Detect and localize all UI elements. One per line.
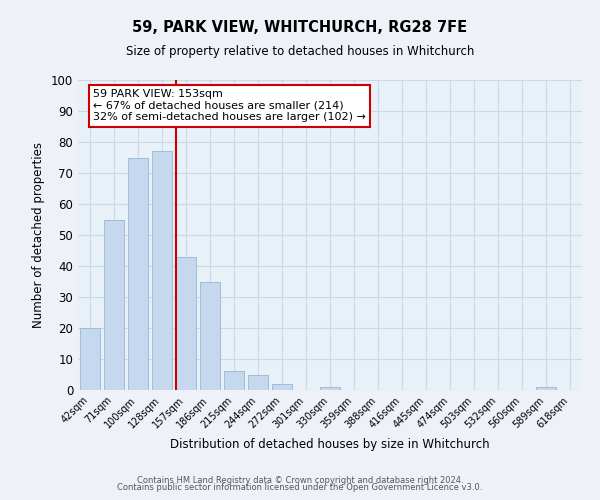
Bar [176, 256, 196, 390]
Bar [152, 152, 172, 390]
Text: Contains public sector information licensed under the Open Government Licence v3: Contains public sector information licen… [118, 484, 482, 492]
Bar [128, 158, 148, 390]
Text: Size of property relative to detached houses in Whitchurch: Size of property relative to detached ho… [126, 45, 474, 58]
Bar [536, 387, 556, 390]
Bar [80, 328, 100, 390]
Bar [200, 282, 220, 390]
Bar [224, 372, 244, 390]
Text: 59 PARK VIEW: 153sqm
← 67% of detached houses are smaller (214)
32% of semi-deta: 59 PARK VIEW: 153sqm ← 67% of detached h… [93, 90, 366, 122]
Text: 59, PARK VIEW, WHITCHURCH, RG28 7FE: 59, PARK VIEW, WHITCHURCH, RG28 7FE [133, 20, 467, 35]
Text: Contains HM Land Registry data © Crown copyright and database right 2024.: Contains HM Land Registry data © Crown c… [137, 476, 463, 485]
Bar [320, 387, 340, 390]
Bar [104, 220, 124, 390]
X-axis label: Distribution of detached houses by size in Whitchurch: Distribution of detached houses by size … [170, 438, 490, 451]
Bar [272, 384, 292, 390]
Y-axis label: Number of detached properties: Number of detached properties [32, 142, 46, 328]
Bar [248, 374, 268, 390]
